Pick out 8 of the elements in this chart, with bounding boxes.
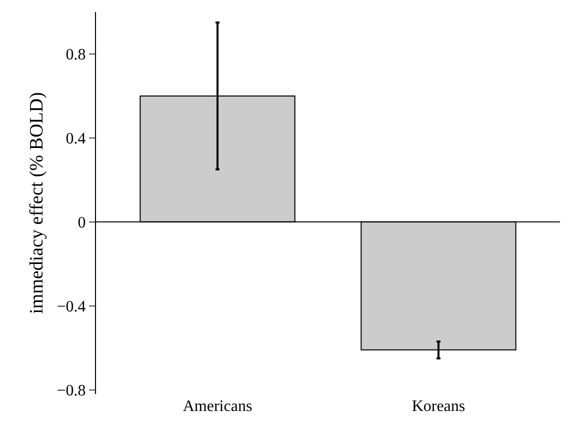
y-tick-label: 0 bbox=[78, 214, 86, 232]
x-tick-label: Americans bbox=[182, 398, 252, 415]
y-tick-label: −0.4 bbox=[56, 298, 86, 316]
y-tick-label: 0.8 bbox=[66, 46, 86, 64]
y-tick-label: −0.8 bbox=[56, 382, 86, 400]
y-axis-title: immediacy effect (% BOLD) bbox=[26, 92, 48, 314]
x-tick-label: Koreans bbox=[412, 398, 466, 415]
y-tick-label: 0.4 bbox=[66, 130, 86, 148]
